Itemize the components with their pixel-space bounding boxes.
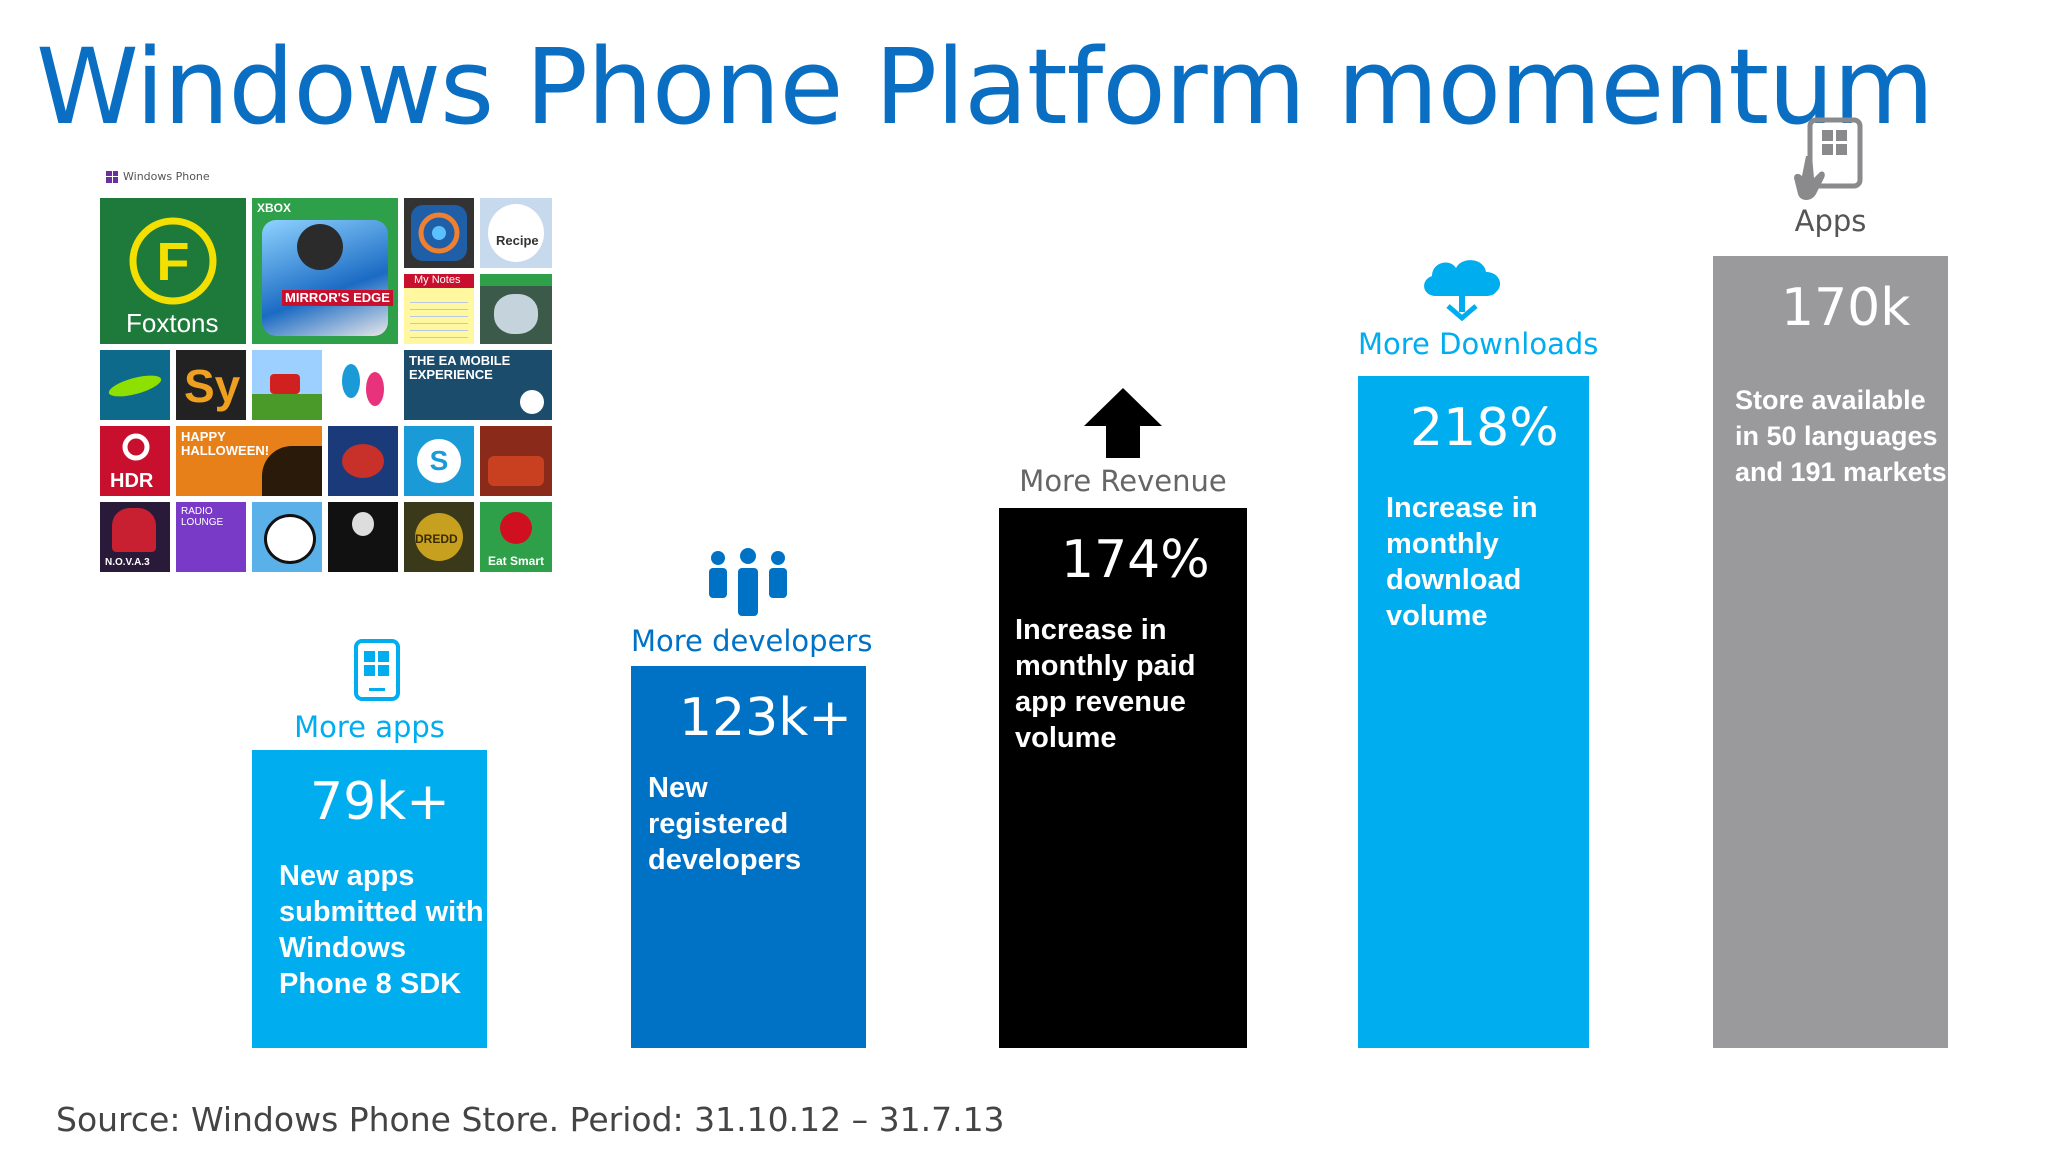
phone-icon [353, 638, 401, 706]
bar-more-downloads: 218% Increase in monthly download volume [1358, 376, 1589, 1048]
tile-sy: Sy [176, 350, 246, 420]
tile-eat-smart: Eat Smart [480, 502, 552, 572]
source-note: Source: Windows Phone Store. Period: 31.… [56, 1100, 1005, 1139]
page-title: Windows Phone Platform momentum [36, 26, 1934, 148]
windows-logo-icon [106, 170, 118, 183]
label-apps: Apps [1794, 204, 1867, 238]
bar-apps: 170k Store available in 50 languages and… [1713, 256, 1948, 1048]
svg-text:S: S [430, 445, 449, 476]
windows-phone-logo: Windows Phone [106, 170, 210, 183]
tile-ea-mobile: THE EA MOBILE EXPERIENCE [404, 350, 552, 420]
tile-jetski [100, 350, 170, 420]
tile-recipe-hub: Recipe [480, 198, 552, 268]
tile-halloween: HAPPY HALLOWEEN! [176, 426, 322, 496]
bar-more-apps: 79k+ New apps submitted with Windows Pho… [252, 750, 487, 1048]
tile-paper-toss [480, 426, 552, 496]
label-more-downloads: More Downloads [1358, 327, 1599, 361]
cloud-download-icon [1416, 254, 1508, 326]
value-more-developers: 123k+ [679, 688, 852, 748]
tile-skeleton [328, 502, 398, 572]
value-apps: 170k [1781, 278, 1911, 338]
svg-text:F: F [157, 232, 190, 292]
tile-target-app [404, 198, 474, 268]
tile-cat-game [480, 274, 552, 344]
bar-more-developers: 123k+ New registered developers [631, 666, 866, 1048]
tile-footprints [328, 350, 398, 420]
desc-more-downloads: Increase in monthly download volume [1386, 492, 1538, 632]
value-more-revenue: 174% [1061, 530, 1210, 590]
desc-more-revenue: Increase in monthly paid app revenue vol… [1015, 614, 1196, 754]
tile-panda [252, 502, 322, 572]
app-tiles-mosaic: F Foxtons XBOX MIRROR'S EDGE Recipe My N… [100, 198, 552, 572]
value-more-apps: 79k+ [310, 772, 450, 832]
tile-shazam: S [404, 426, 474, 496]
people-icon [704, 548, 792, 622]
tile-foxtons: F Foxtons [100, 198, 246, 344]
tile-radio-lounge: RADIO LOUNGE [176, 502, 246, 572]
tile-nova: N.O.V.A.3 [100, 502, 170, 572]
label-more-developers: More developers [631, 624, 873, 658]
tile-hdr: HDR [100, 426, 170, 496]
up-arrow-icon [1082, 386, 1164, 464]
desc-more-developers: New registered developers [648, 772, 802, 876]
label-more-apps: More apps [294, 710, 445, 744]
tile-my-notes: My Notes [404, 274, 474, 344]
logo-text: Windows Phone [123, 170, 210, 183]
tile-mirrors-edge: XBOX MIRROR'S EDGE [252, 198, 398, 344]
tile-dredd: DREDD [404, 502, 474, 572]
desc-more-apps: New apps submitted with Windows Phone 8 … [279, 860, 484, 1000]
touch-tablet-icon [1790, 116, 1866, 210]
label-more-revenue: More Revenue [1019, 464, 1227, 498]
desc-apps: Store available in 50 languages and 191 … [1735, 385, 1947, 487]
tile-racing [252, 350, 322, 420]
value-more-downloads: 218% [1410, 398, 1559, 458]
tile-tank-game [328, 426, 398, 496]
bar-more-revenue: 174% Increase in monthly paid app revenu… [999, 508, 1247, 1048]
